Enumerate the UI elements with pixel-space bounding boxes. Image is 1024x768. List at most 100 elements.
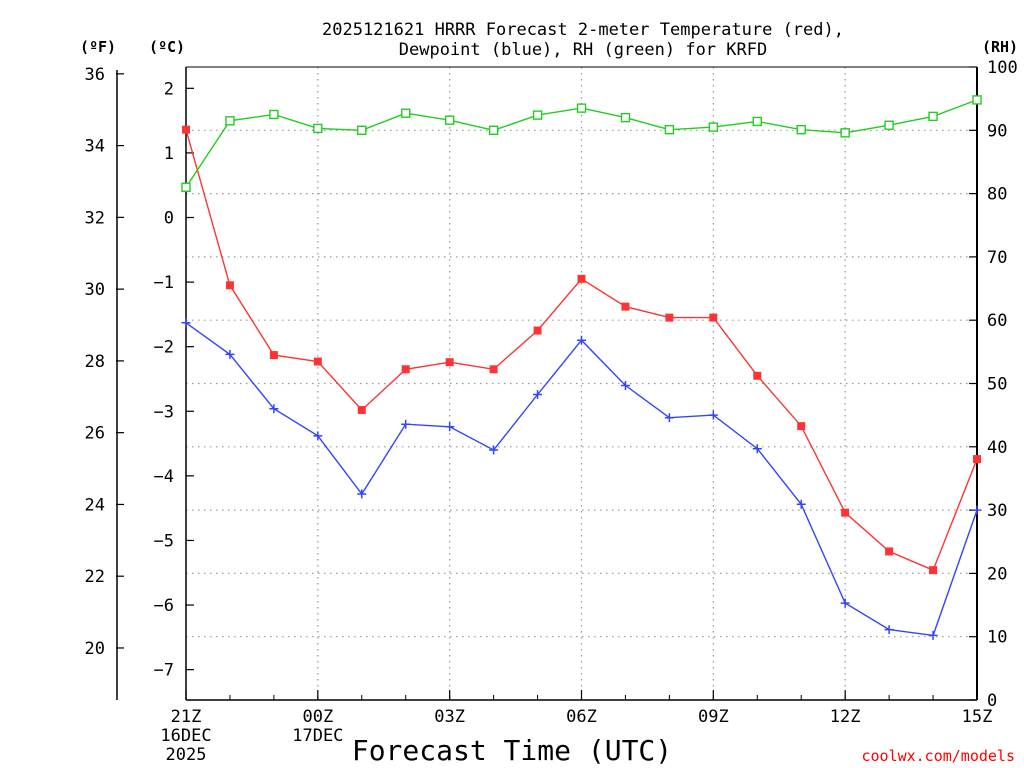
rh-data-point <box>444 115 455 125</box>
temperature-data-point <box>973 455 981 464</box>
dewpoint-data-point <box>796 499 806 509</box>
rh-data-point <box>796 124 806 135</box>
celsius-tick-label: −5 <box>154 531 174 551</box>
x-tick-year-label: 2025 <box>166 745 207 765</box>
temperature-data-point <box>929 566 938 575</box>
temperature-data-point <box>533 326 542 335</box>
dewpoint-data-point <box>884 625 894 635</box>
fahrenheit-tick-label: 34 <box>85 137 105 157</box>
celsius-tick-label: 0 <box>164 208 174 228</box>
dewpoint-data-point <box>664 413 674 423</box>
x-tick-label: 15Z <box>962 707 993 727</box>
rh-data-point <box>269 109 279 120</box>
x-axis-title: Forecast Time (UTC) <box>352 734 672 767</box>
dewpoint-data-point <box>181 318 191 328</box>
fahrenheit-tick-label: 28 <box>85 352 105 372</box>
rh-tick-label: 0 <box>987 691 997 711</box>
celsius-tick-label: −3 <box>154 402 174 422</box>
temperature-data-point <box>665 313 674 322</box>
rh-data-point <box>532 110 543 120</box>
temperature-data-point <box>885 547 894 556</box>
celsius-tick-label: −4 <box>154 467 174 487</box>
rh-data-point <box>840 128 850 138</box>
temperature-data-point <box>489 365 498 374</box>
rh-tick-label: 20 <box>987 564 1007 584</box>
dewpoint-data-point <box>533 389 543 399</box>
rh-data-point <box>225 116 235 126</box>
x-tick-label: 06Z <box>566 707 597 727</box>
dewpoint-data-point <box>445 422 455 432</box>
dewpoint-data-point <box>225 349 235 359</box>
temperature-data-point <box>313 357 322 366</box>
x-tick-label: 00Z <box>302 707 333 727</box>
fahrenheit-tick-label: 32 <box>85 208 105 228</box>
rh-data-point <box>401 108 411 118</box>
x-tick-date-label: 17DEC <box>292 726 343 746</box>
celsius-unit-label: (ºC) <box>149 38 185 56</box>
rh-tick-label: 90 <box>987 121 1007 141</box>
x-tick-label: 09Z <box>698 707 729 727</box>
dewpoint-data-point <box>620 380 630 390</box>
rh-tick-label: 70 <box>987 248 1007 268</box>
credit-text: coolwx.com/models <box>861 747 1015 765</box>
celsius-tick-label: 1 <box>164 144 174 164</box>
dewpoint-data-point <box>752 444 762 454</box>
temperature-data-point <box>709 313 718 322</box>
dewpoint-data-point <box>313 431 323 441</box>
celsius-tick-label: 2 <box>164 79 174 99</box>
dewpoint-data-point <box>840 598 850 608</box>
x-tick-label: 12Z <box>830 707 861 727</box>
fahrenheit-tick-label: 22 <box>85 567 105 587</box>
dewpoint-data-point <box>577 335 586 345</box>
rh-tick-label: 40 <box>987 438 1007 458</box>
temperature-data-point <box>182 125 190 134</box>
temperature-data-point <box>577 274 586 283</box>
rh-data-point <box>488 125 499 136</box>
temperature-data-point <box>753 371 762 380</box>
temperature-data-point <box>401 365 410 374</box>
rh-tick-label: 60 <box>987 311 1007 331</box>
fahrenheit-tick-label: 20 <box>85 639 105 659</box>
rh-tick-label: 100 <box>987 58 1018 78</box>
rh-tick-label: 30 <box>987 501 1007 521</box>
rh-data-point <box>664 124 675 135</box>
dewpoint-data-point <box>972 505 982 515</box>
axes: 210−1−2−3−4−5−6−720222426283032343601020… <box>85 58 1018 765</box>
temperature-data-point <box>445 358 454 367</box>
rh-data-point <box>357 125 367 136</box>
data-series <box>181 95 982 640</box>
rh-tick-label: 50 <box>987 375 1007 395</box>
rh-tick-label: 80 <box>987 185 1007 205</box>
rh-tick-label: 10 <box>987 628 1007 648</box>
temperature-data-point <box>269 351 278 360</box>
chart-title-line-1: 2025121621 HRRR Forecast 2-meter Tempera… <box>322 20 844 40</box>
dewpoint-data-point <box>401 419 411 429</box>
x-tick-label: 21Z <box>171 707 202 727</box>
rh-data-point <box>620 112 631 123</box>
x-tick-label: 03Z <box>434 707 465 727</box>
rh-data-point <box>884 120 894 130</box>
temperature-data-point <box>797 422 806 431</box>
rh-data-point <box>708 122 719 132</box>
rh-unit-label: (RH) <box>982 38 1018 56</box>
dewpoint-data-point <box>708 410 718 420</box>
fahrenheit-tick-label: 30 <box>85 280 105 300</box>
temperature-data-point <box>357 405 366 414</box>
rh-data-point <box>972 95 982 105</box>
rh-data-point <box>313 123 323 134</box>
temperature-data-point <box>621 302 630 311</box>
rh-data-point <box>752 116 762 127</box>
fahrenheit-tick-label: 36 <box>85 65 105 85</box>
dewpoint-data-point <box>357 489 367 499</box>
dewpoint-data-point <box>269 404 279 414</box>
rh-data-point <box>576 103 587 113</box>
chart-title-line-2: Dewpoint (blue), RH (green) for KRFD <box>399 40 767 60</box>
fahrenheit-unit-label: (ºF) <box>80 38 116 56</box>
rh-data-point <box>928 111 938 122</box>
celsius-tick-label: −1 <box>154 273 174 293</box>
dewpoint-data-point <box>928 630 938 640</box>
celsius-tick-label: −2 <box>154 338 174 358</box>
celsius-tick-label: −6 <box>154 596 174 616</box>
fahrenheit-tick-label: 24 <box>85 495 105 515</box>
